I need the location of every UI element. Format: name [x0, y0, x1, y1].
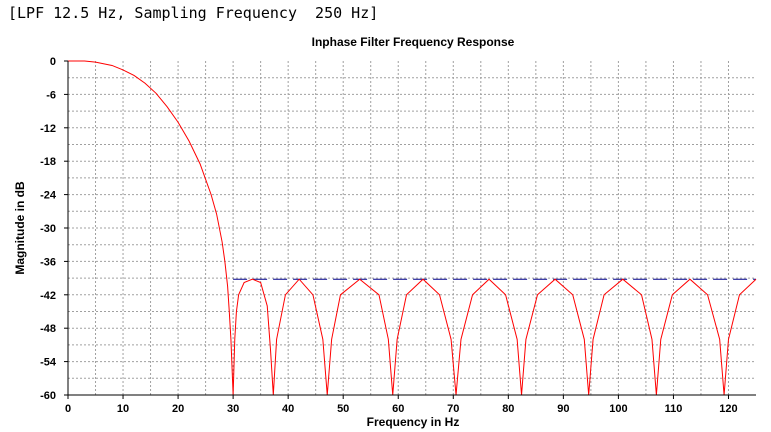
x-tick-label: 70: [447, 403, 459, 415]
x-tick-label: 40: [282, 403, 294, 415]
x-tick-label: 100: [609, 403, 627, 415]
chart-caption: [LPF 12.5 Hz, Sampling Frequency 250 Hz]: [8, 4, 379, 22]
y-tick-label: -6: [46, 89, 56, 101]
x-tick-label: 0: [65, 403, 71, 415]
y-tick-label: -12: [40, 123, 56, 135]
y-tick-label: -30: [40, 223, 56, 235]
y-tick-labels: 0 -6 -12 -18 -24 -30 -36 -42 -48 -54 -60: [40, 56, 68, 402]
y-tick-label: -60: [40, 390, 56, 402]
chart-title: Inphase Filter Frequency Response: [312, 35, 515, 49]
x-tick-label: 120: [719, 403, 737, 415]
x-tick-label: 30: [227, 403, 239, 415]
x-tick-label: 90: [557, 403, 569, 415]
x-axis-label: Frequency in Hz: [367, 415, 460, 429]
x-tick-label: 80: [502, 403, 514, 415]
x-tick-label: 110: [665, 403, 683, 415]
x-tick-label: 20: [172, 403, 184, 415]
frequency-response-line: [68, 60, 757, 396]
grid-lines: [68, 61, 756, 395]
x-tick-label: 60: [392, 403, 404, 415]
y-tick-label: -42: [40, 290, 56, 302]
y-tick-label: -54: [40, 357, 57, 369]
y-tick-label: 0: [50, 56, 56, 68]
y-tick-label: -18: [40, 156, 56, 168]
y-axis-label: Magnitude in dB: [13, 181, 27, 275]
y-tick-label: -48: [40, 323, 56, 335]
y-tick-label: -24: [40, 190, 57, 202]
x-tick-label: 10: [117, 403, 129, 415]
x-tick-label: 50: [337, 403, 349, 415]
x-tick-labels: 0 10 20 30 40 50 60 70 80 90 100 110 120: [65, 395, 738, 415]
y-tick-label: -36: [40, 256, 56, 268]
